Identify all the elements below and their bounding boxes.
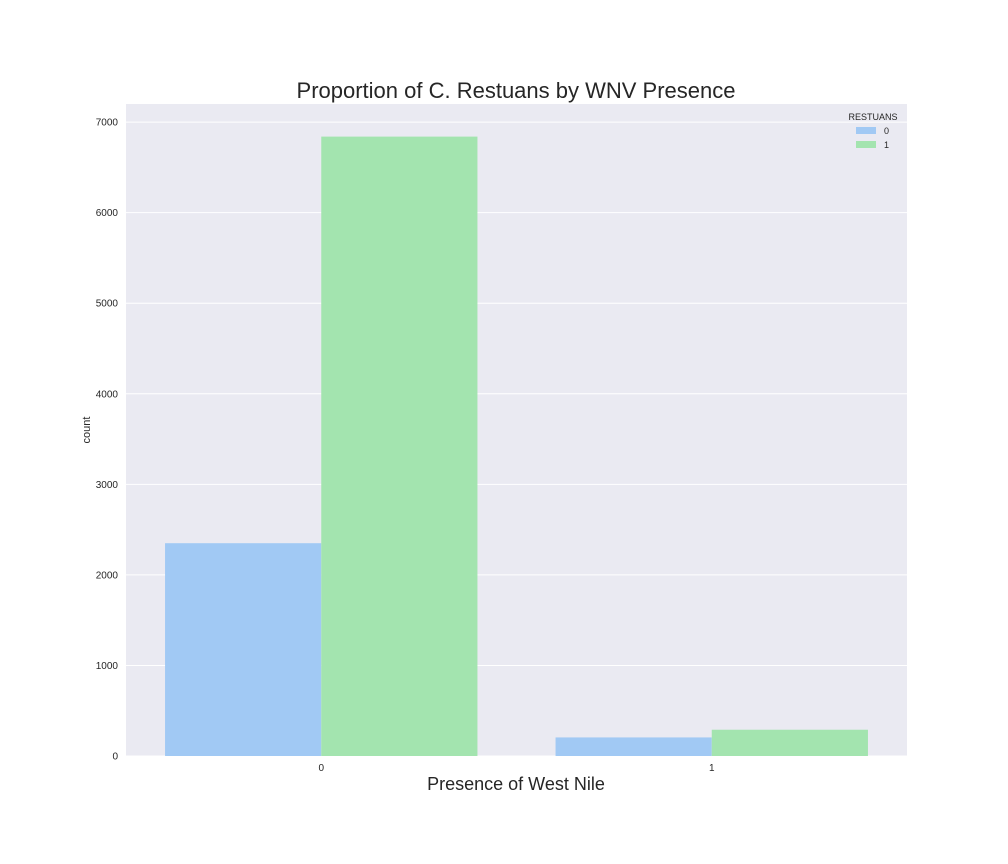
bar-restuans-0-wnv-0	[165, 543, 322, 756]
x-tick-label: 1	[709, 763, 715, 774]
x-tick-label: 0	[318, 763, 324, 774]
y-axis-label: count	[81, 417, 93, 444]
legend-swatch-1	[856, 141, 876, 148]
y-tick-label: 4000	[96, 389, 119, 400]
bar-restuans-1-wnv-1	[711, 729, 868, 756]
chart-title: Proportion of C. Restuans by WNV Presenc…	[297, 78, 736, 103]
bar-restuans-1-wnv-0	[321, 136, 478, 757]
legend-title: RESTUANS	[848, 112, 897, 122]
y-tick-label: 1000	[96, 661, 119, 672]
y-tick-label: 5000	[96, 299, 119, 310]
y-tick-label: 6000	[96, 208, 119, 219]
y-tick-labels: 0 1000 2000 3000 4000 5000 6000 7000	[96, 118, 119, 763]
x-axis-label: Presence of West Nile	[427, 774, 605, 794]
legend-label-1: 1	[884, 140, 889, 150]
y-tick-label: 3000	[96, 480, 119, 491]
bar-restuans-0-wnv-1	[555, 737, 712, 756]
legend-label-0: 0	[884, 126, 889, 136]
y-tick-label: 2000	[96, 570, 119, 581]
legend-swatch-0	[856, 127, 876, 134]
bars	[165, 136, 868, 757]
y-tick-label: 0	[112, 752, 118, 763]
y-tick-label: 7000	[96, 118, 119, 129]
legend: RESTUANS 0 1	[848, 112, 897, 150]
